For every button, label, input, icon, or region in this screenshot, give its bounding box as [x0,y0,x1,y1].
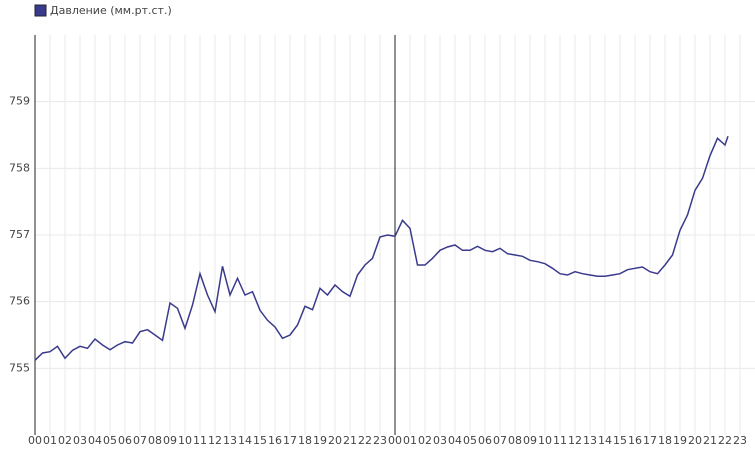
x-tick-label: 17 [643,434,657,447]
x-tick-label: 16 [628,434,642,447]
x-tick-label: 19 [313,434,327,447]
y-tick-label: 756 [9,295,30,308]
x-tick-label: 10 [538,434,552,447]
x-tick-label: 15 [613,434,627,447]
x-tick-label: 05 [463,434,477,447]
x-tick-label: 20 [328,434,342,447]
x-tick-label: 17 [283,434,297,447]
x-tick-label: 20 [688,434,702,447]
x-tick-label: 00 [388,434,402,447]
x-tick-label: 07 [493,434,507,447]
x-tick-label: 16 [268,434,282,447]
x-tick-label: 04 [448,434,462,447]
x-tick-label: 22 [358,434,372,447]
x-tick-label: 03 [73,434,87,447]
y-tick-label: 757 [9,228,30,241]
x-tick-label: 12 [208,434,222,447]
x-tick-label: 06 [478,434,492,447]
x-tick-label: 01 [43,434,57,447]
x-tick-label: 14 [238,434,252,447]
x-tick-label: 15 [253,434,267,447]
x-tick-label: 08 [508,434,522,447]
x-tick-label: 08 [148,434,162,447]
legend-label: Давление (мм.рт.ст.) [50,4,172,17]
x-tick-label: 14 [598,434,612,447]
x-tick-label: 18 [298,434,312,447]
x-tick-label: 06 [118,434,132,447]
x-tick-label: 02 [58,434,72,447]
y-tick-label: 755 [9,361,30,374]
x-tick-label: 11 [553,434,567,447]
x-tick-label: 02 [418,434,432,447]
x-tick-label: 05 [103,434,117,447]
x-tick-label: 13 [223,434,237,447]
x-tick-label: 11 [193,434,207,447]
x-tick-label: 22 [718,434,732,447]
x-tick-label: 23 [733,434,747,447]
x-tick-label: 01 [403,434,417,447]
x-tick-label: 18 [658,434,672,447]
line [34,136,729,361]
x-tick-label: 21 [343,434,357,447]
x-tick-label: 23 [373,434,387,447]
y-tick-label: 759 [9,95,30,108]
x-tick-label: 07 [133,434,147,447]
x-tick-label: 12 [568,434,582,447]
x-tick-label: 00 [28,434,42,447]
x-tick-label: 03 [433,434,447,447]
x-tick-label: 21 [703,434,717,447]
x-tick-label: 13 [583,434,597,447]
y-tick-label: 758 [9,161,30,174]
x-tick-label: 09 [523,434,537,447]
x-tick-label: 19 [673,434,687,447]
x-tick-label: 09 [163,434,177,447]
x-tick-label: 10 [178,434,192,447]
x-tick-label: 04 [88,434,102,447]
legend-swatch [34,4,47,17]
